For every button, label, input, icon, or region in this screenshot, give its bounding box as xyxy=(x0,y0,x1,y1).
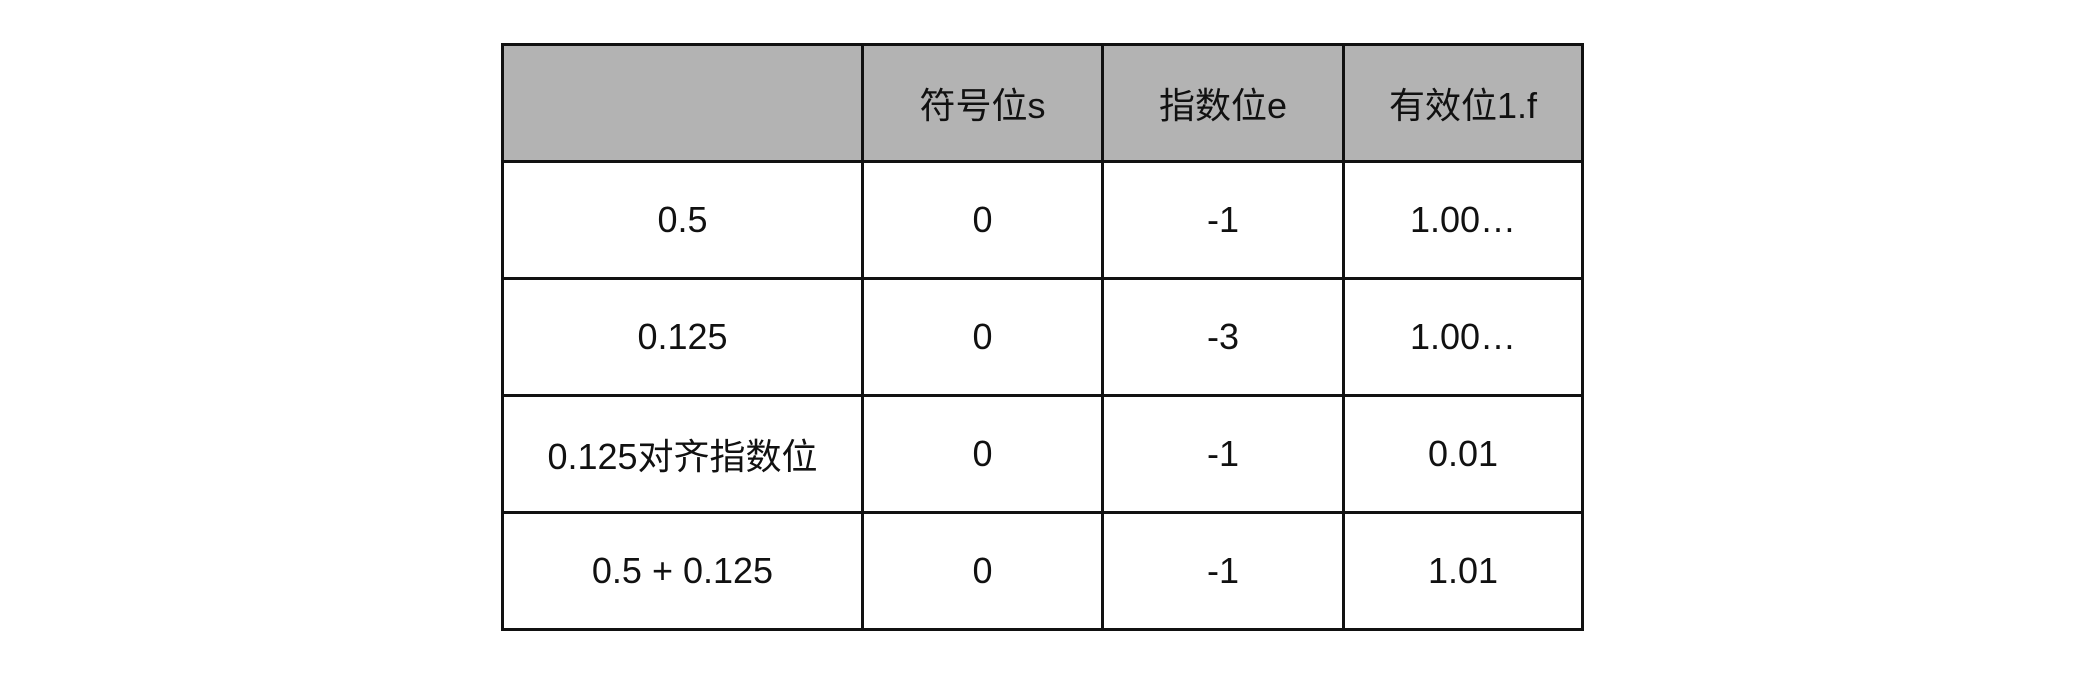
sign-cell: 0 xyxy=(861,160,1104,280)
sign-cell: 0 xyxy=(861,277,1104,397)
exponent-cell: -1 xyxy=(1101,511,1345,631)
significand-cell: 1.00… xyxy=(1342,160,1584,280)
header-cell-exponent: 指数位e xyxy=(1101,43,1345,163)
table-row: 0.5 + 0.125 0 -1 1.01 xyxy=(501,511,1584,631)
significand-cell: 1.00… xyxy=(1342,277,1584,397)
significand-cell: 0.01 xyxy=(1342,394,1584,514)
row-label: 0.125对齐指数位 xyxy=(501,394,864,514)
exponent-cell: -1 xyxy=(1101,394,1345,514)
header-cell-blank xyxy=(501,43,864,163)
header-cell-sign: 符号位s xyxy=(861,43,1104,163)
header-row: 符号位s 指数位e 有效位1.f xyxy=(501,43,1584,163)
row-label: 0.5 + 0.125 xyxy=(501,511,864,631)
table-row: 0.5 0 -1 1.00… xyxy=(501,160,1584,280)
row-label: 0.125 xyxy=(501,277,864,397)
float-table: 符号位s 指数位e 有效位1.f 0.5 0 -1 1.00… 0.125 0 … xyxy=(501,43,1584,631)
row-label: 0.5 xyxy=(501,160,864,280)
sign-cell: 0 xyxy=(861,394,1104,514)
exponent-cell: -3 xyxy=(1101,277,1345,397)
significand-cell: 1.01 xyxy=(1342,511,1584,631)
table-row: 0.125 0 -3 1.00… xyxy=(501,277,1584,397)
table-row: 0.125对齐指数位 0 -1 0.01 xyxy=(501,394,1584,514)
sign-cell: 0 xyxy=(861,511,1104,631)
header-cell-significand: 有效位1.f xyxy=(1342,43,1584,163)
exponent-cell: -1 xyxy=(1101,160,1345,280)
